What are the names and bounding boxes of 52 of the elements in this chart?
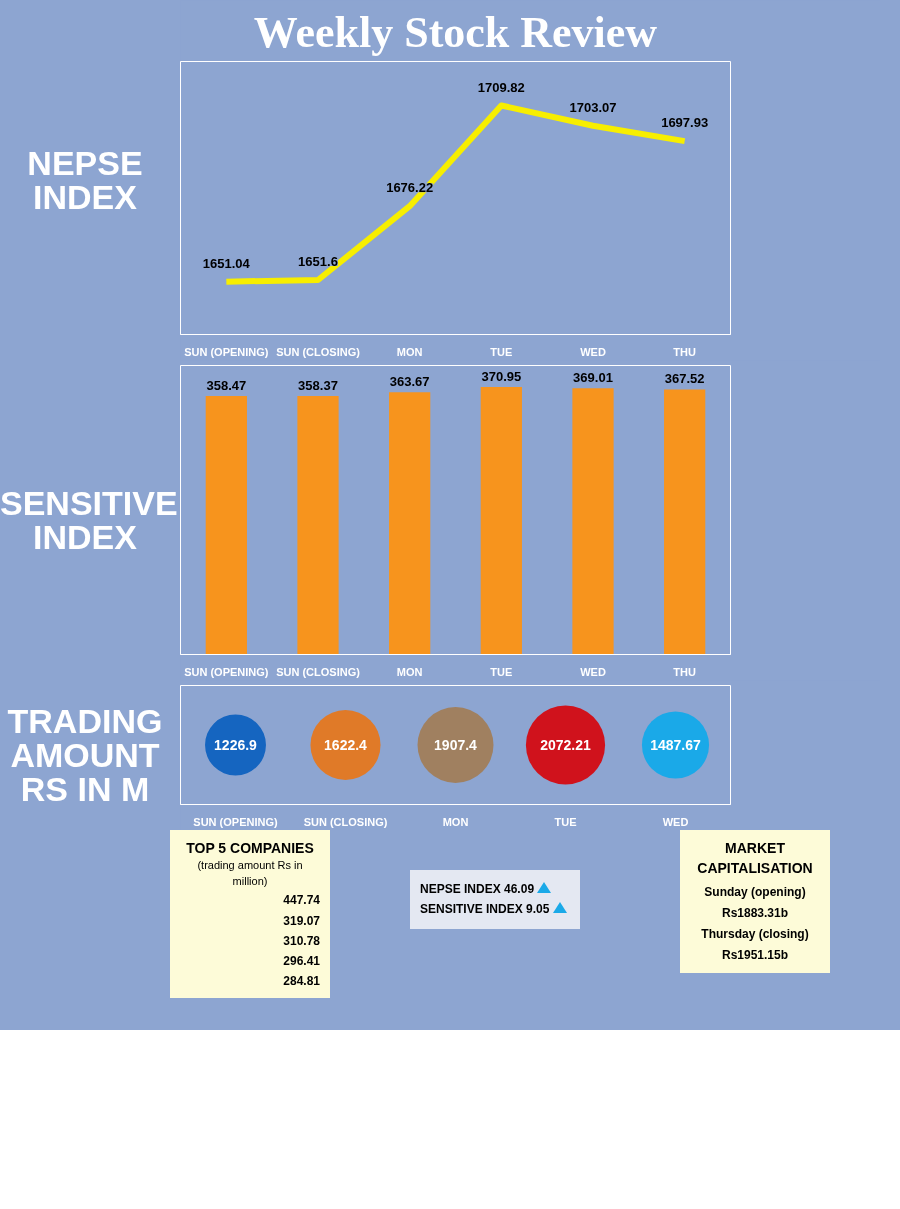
data-label: 1651.6 [298,253,338,269]
data-label: 369.01 [573,370,613,386]
data-label: 2072.21 [540,737,592,753]
data-label: 1703.07 [569,99,617,115]
text: Rs1883.31b [720,905,789,923]
category-label: SUN (CLOSING) [303,815,388,828]
x-tick-label: MON [396,665,423,678]
x-tick-label: WED [580,345,606,358]
text: NEPSE INDEX 46.09 [420,881,536,898]
data-label: 1622.4 [324,737,368,753]
x-tick-label: TUE [490,665,513,678]
x-tick-label: MON [396,345,423,358]
text: 447.74 [282,892,320,910]
x-tick-label: TUE [490,345,513,358]
text: 296.41 [282,952,320,970]
data-label: 358.37 [298,377,338,393]
x-tick-label: SUN (OPENING) [184,345,269,358]
data-label: 1907.4 [434,737,478,753]
data-label: 1697.93 [661,115,709,131]
data-label: 358.47 [206,377,247,393]
text: (trading amount Rs in million) [196,858,304,889]
category-label: TUE [554,815,577,828]
x-tick-label: SUN (CLOSING) [276,665,361,678]
text: MARKET CAPITALISATION [696,839,814,878]
data-label: 367.52 [664,371,705,387]
x-tick-label: WED [580,665,606,678]
text: Thursday (closing) [700,926,810,944]
text: Sunday (opening) [703,884,807,901]
y-axis-title: SENSITIVE INDEX [0,484,178,556]
text: 284.81 [282,972,320,990]
text: 310.78 [282,932,320,950]
x-tick-label: THU [673,345,697,358]
x-tick-label: SUN (CLOSING) [276,345,361,358]
data-label: 1487.67 [650,737,702,753]
x-tick-label: SUN (OPENING) [184,665,269,678]
data-label: 1709.82 [477,79,525,95]
chart-title: Weekly Stock Review [253,7,658,57]
category-label: MON [442,815,469,828]
text: Rs1951.15b [720,947,789,965]
data-label: 363.67 [389,374,430,390]
data-label: 1651.04 [202,255,251,271]
category-label: SUN (OPENING) [193,815,279,828]
text: TRADING AMOUNT RS IN M [6,702,164,808]
data-label: 1226.9 [214,737,258,753]
text: TOP 5 COMPANIES [185,839,315,858]
category-label: WED [662,815,689,828]
data-label: 370.95 [481,368,522,384]
x-tick-label: THU [673,665,697,678]
y-axis-title: NEPSE INDEX [26,144,144,216]
text: SENSITIVE INDEX 9.05 [420,901,551,919]
text: 319.07 [282,912,320,930]
data-label: 1676.22 [386,180,434,196]
